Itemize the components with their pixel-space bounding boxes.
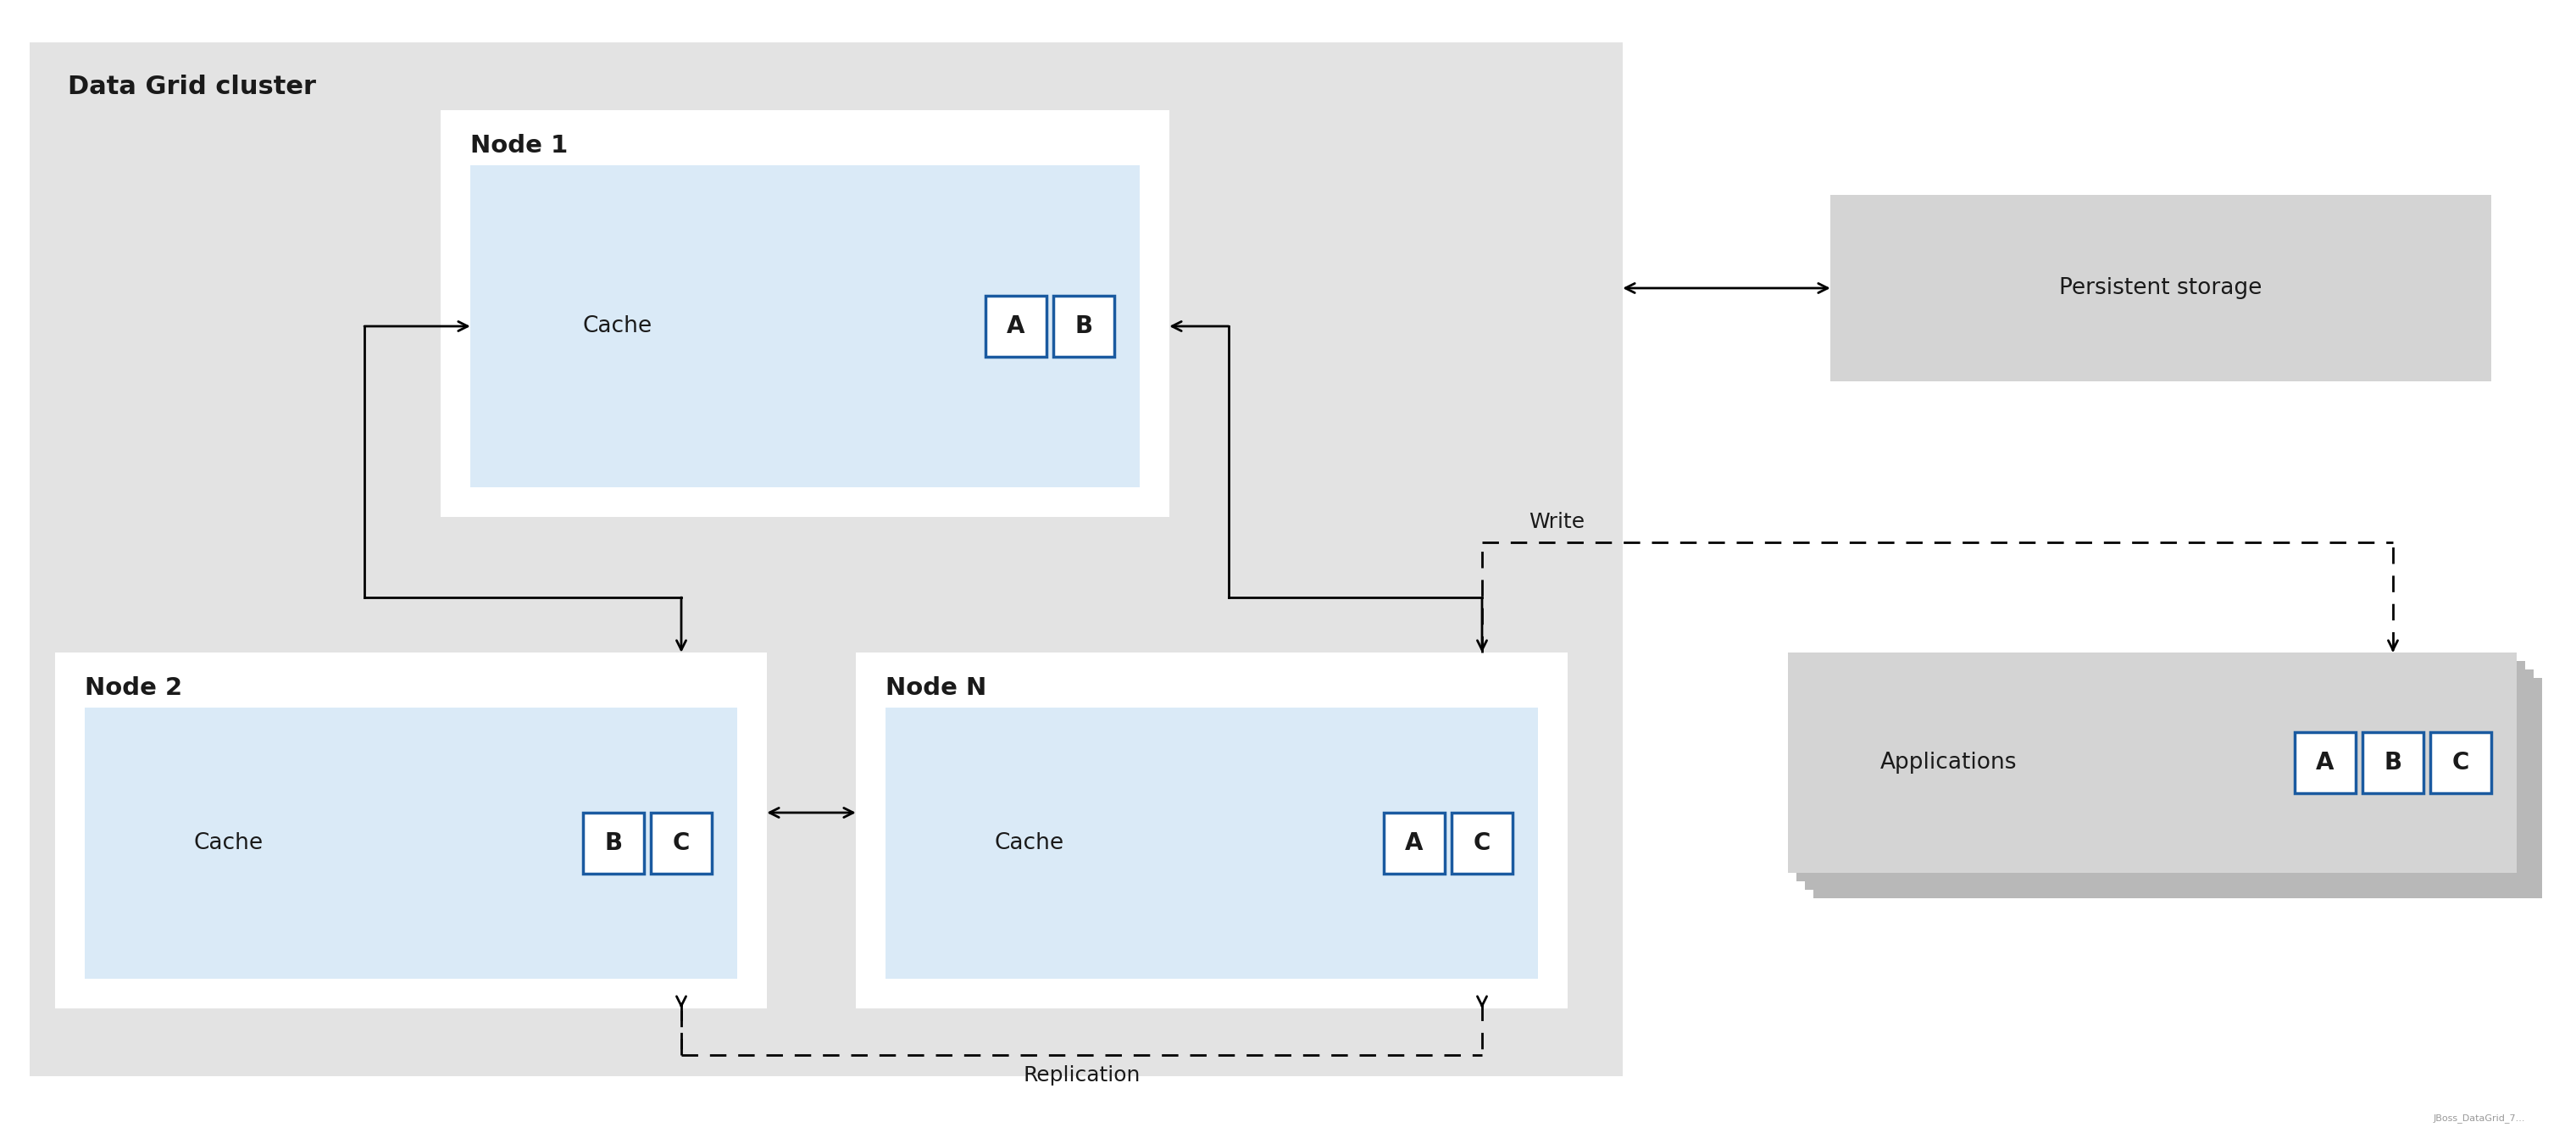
Text: B: B [605,832,623,855]
Bar [987,296,1046,357]
Bar [2295,732,2354,793]
Bar [1795,661,2524,881]
Text: C: C [2452,750,2470,774]
Bar [2429,732,2491,793]
Text: JBoss_DataGrid_7...: JBoss_DataGrid_7... [2434,1113,2524,1122]
Text: Data Grid cluster: Data Grid cluster [67,74,317,100]
Bar [652,812,711,874]
Text: B: B [2383,750,2401,774]
Text: Node N: Node N [886,676,987,700]
Bar [54,652,768,1008]
Text: Node 1: Node 1 [471,134,567,158]
Bar [440,110,1170,517]
Text: Cache: Cache [994,832,1064,855]
Text: Cache: Cache [582,316,652,337]
Text: Write: Write [1528,511,1584,532]
Bar [855,652,1569,1008]
Bar [1450,812,1512,874]
Text: C: C [1473,832,1492,855]
Bar [582,812,644,874]
Bar [886,708,1538,979]
Text: Applications: Applications [1880,752,2017,773]
Text: Node 2: Node 2 [85,676,183,700]
Text: Persistent storage: Persistent storage [2058,277,2262,299]
Bar [1832,194,2491,381]
Text: B: B [1074,315,1092,339]
Text: Replication: Replication [1023,1065,1141,1086]
Bar [2362,732,2424,793]
Text: A: A [1007,315,1025,339]
Text: A: A [2316,750,2334,774]
Bar [1814,678,2543,898]
Text: C: C [672,832,690,855]
Bar [85,708,737,979]
Bar [1054,296,1115,357]
Text: Cache: Cache [193,832,263,855]
Bar [1806,669,2535,890]
Bar [471,165,1139,487]
Bar [1788,652,2517,873]
Bar [1383,812,1445,874]
Text: A: A [1404,832,1425,855]
Bar [31,42,1623,1077]
